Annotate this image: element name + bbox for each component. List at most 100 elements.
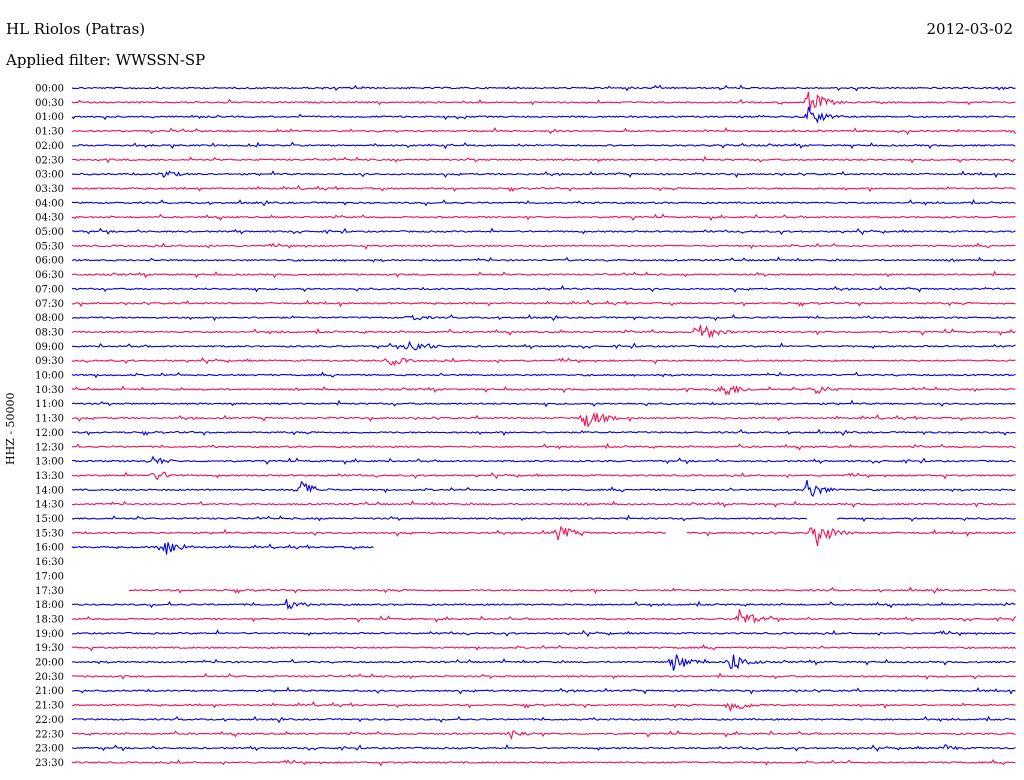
trace-row: [71, 357, 1016, 367]
trace-row: [71, 629, 1016, 638]
row-label: 17:00: [35, 571, 64, 582]
row-label: 20:30: [35, 672, 64, 683]
trace-row: [71, 106, 1016, 124]
trace-row: [71, 313, 1016, 322]
trace-row: [71, 686, 1016, 695]
row-label: 02:30: [35, 155, 64, 166]
row-label: 07:00: [35, 284, 64, 295]
row-label: 01:00: [35, 112, 64, 123]
trace-row: [71, 758, 1016, 767]
filter-label: Applied filter: WWSSN-SP: [6, 51, 206, 69]
trace-row: [71, 371, 1016, 379]
trace-row: [71, 385, 1016, 396]
trace-row: [71, 170, 1016, 179]
trace-row: [71, 299, 1016, 308]
trace-lines: [71, 84, 1016, 767]
row-label: 18:00: [35, 600, 64, 611]
date-label: 2012-03-02: [926, 20, 1013, 38]
trace-row: [72, 455, 1016, 465]
row-label: 13:00: [35, 457, 64, 468]
trace-row: [71, 644, 1016, 652]
row-label: 06:00: [35, 256, 64, 267]
trace-row: [71, 715, 1016, 724]
row-label: 21:00: [35, 686, 64, 697]
row-label: 21:30: [35, 701, 64, 712]
trace-row: [71, 270, 1016, 279]
row-label: 16:30: [35, 557, 64, 568]
trace-row: [71, 471, 1016, 481]
trace-row: [71, 399, 1016, 408]
row-label: 20:00: [35, 658, 64, 669]
trace-row: [71, 701, 1016, 712]
row-label: 12:00: [35, 428, 64, 439]
row-label: 01:30: [35, 127, 64, 138]
trace-row: [128, 586, 1016, 595]
row-label: 04:30: [35, 213, 64, 224]
row-label: 04:00: [35, 198, 64, 209]
row-label: 11:00: [35, 399, 64, 410]
trace-row: [71, 324, 1016, 338]
trace-row: [71, 672, 1016, 681]
trace-row: [71, 227, 1016, 236]
trace-row: [71, 411, 1016, 428]
trace-row: [71, 141, 1016, 150]
row-label: 00:30: [35, 98, 64, 109]
row-label: 03:30: [35, 184, 64, 195]
row-label: 18:30: [35, 614, 64, 625]
row-label: 22:30: [35, 729, 64, 740]
trace-row: [71, 256, 1016, 263]
trace-row: [71, 442, 1016, 451]
row-label: 19:00: [35, 629, 64, 640]
trace-row: [71, 91, 1016, 111]
row-label: 16:00: [35, 543, 64, 554]
row-label: 09:30: [35, 356, 64, 367]
trace-row: [71, 155, 1016, 164]
row-label: 11:30: [35, 414, 64, 425]
row-label: 07:30: [35, 299, 64, 310]
row-label: 06:30: [35, 270, 64, 281]
row-label: 10:00: [35, 371, 64, 382]
trace-row: [71, 744, 1016, 752]
row-label: 22:00: [35, 715, 64, 726]
row-label: 03:00: [35, 170, 64, 181]
row-label: 19:30: [35, 643, 64, 654]
row-label: 08:30: [35, 327, 64, 338]
row-labels: 00:00 00:30 01:00 01:30 02:00 02:30 03:00 03:30…: [35, 84, 64, 769]
trace-row: [71, 127, 1016, 135]
row-label: 15:30: [35, 528, 64, 539]
trace-row: [72, 654, 1016, 671]
trace-row: [71, 599, 1016, 611]
trace-row: [71, 542, 374, 555]
station-title: HL Riolos (Patras): [6, 20, 146, 38]
trace-row: [71, 500, 1016, 509]
row-label: 12:30: [35, 442, 64, 453]
trace-row: [71, 514, 1016, 523]
row-label: 02:00: [35, 141, 64, 152]
trace-row: [71, 479, 1016, 497]
row-label: 13:30: [35, 471, 64, 482]
row-label: 14:00: [35, 485, 64, 496]
row-label: 10:30: [35, 385, 64, 396]
row-label: 05:00: [35, 227, 64, 238]
trace-row: [72, 428, 1016, 437]
row-label: 15:00: [35, 514, 64, 525]
row-label: 08:00: [35, 313, 64, 324]
trace-row: [71, 730, 1016, 741]
row-label: 23:30: [35, 758, 64, 769]
trace-row: [71, 198, 1016, 207]
row-label: 05:30: [35, 241, 64, 252]
trace-row: [71, 340, 1016, 351]
row-label: 14:30: [35, 500, 64, 511]
trace-row: [71, 213, 1016, 222]
trace-row: [71, 609, 1016, 625]
trace-row: [71, 525, 1016, 547]
row-label: 00:00: [35, 84, 64, 95]
trace-row: [71, 184, 1016, 193]
trace-row: [71, 84, 1016, 92]
row-label: 17:30: [35, 586, 64, 597]
row-label: 23:00: [35, 744, 64, 755]
trace-row: [71, 242, 1016, 250]
row-label: 09:00: [35, 342, 64, 353]
trace-row: [71, 284, 1016, 293]
